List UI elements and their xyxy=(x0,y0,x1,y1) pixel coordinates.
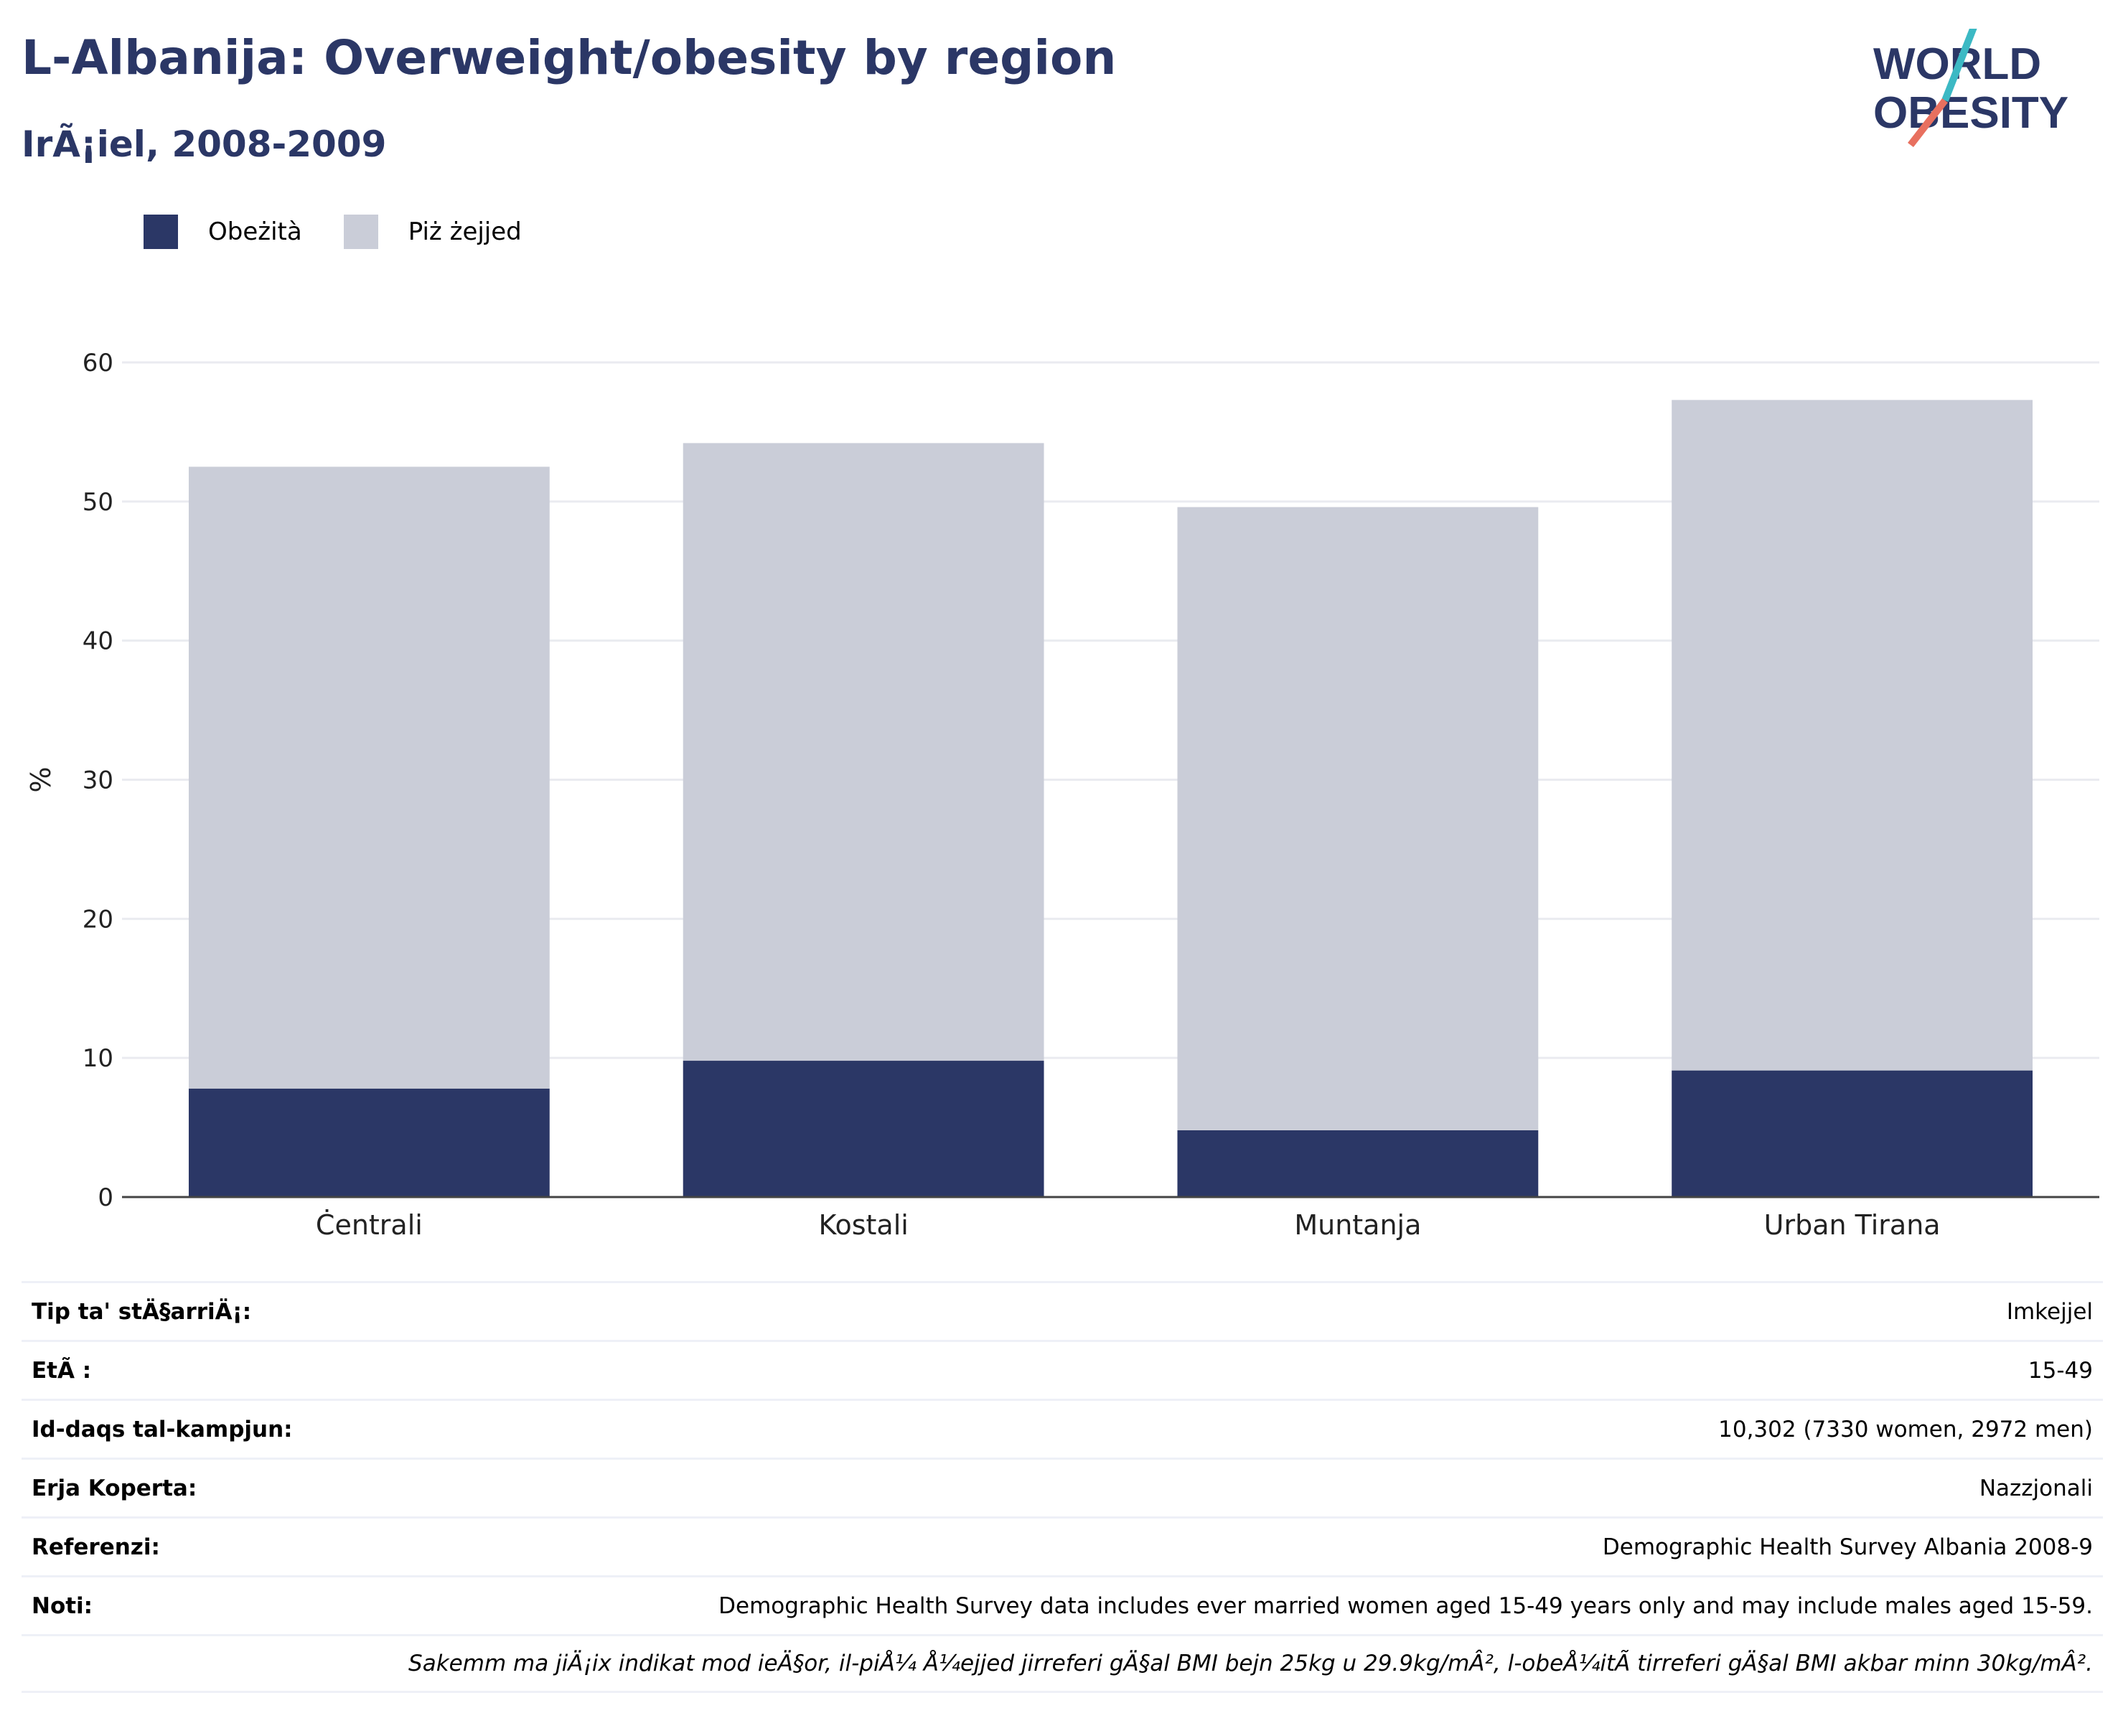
y-tick-label: 10 xyxy=(83,1044,113,1073)
y-tick-label: 30 xyxy=(83,766,113,795)
info-label: Id-daqs tal-kampjun: xyxy=(32,1416,293,1442)
info-table: Tip ta' stÄ§arriÄ¡: Imkejjel EtÃ : 15-49 Id-… xyxy=(22,1281,2103,1693)
chart-title: L-Albanija: Overweight/obesity by region xyxy=(22,30,1117,85)
info-value: 10,302 (7330 women, 2972 men) xyxy=(1718,1416,2093,1442)
info-value: Nazzjonali xyxy=(1979,1475,2093,1501)
chart-subtitle: IrÃ¡iel, 2008-2009 xyxy=(22,123,387,165)
info-label: Erja Koperta: xyxy=(32,1475,197,1501)
bar-overweight xyxy=(683,443,1044,1061)
legend-label-obesity: Obeżità xyxy=(208,217,302,246)
info-value: Demographic Health Survey Albania 2008-9 xyxy=(1602,1534,2093,1560)
y-tick-label: 50 xyxy=(83,488,113,517)
legend-swatch-obesity xyxy=(144,215,178,249)
world-obesity-logo: WORLD OBESITY xyxy=(1873,29,2068,148)
info-row: Tip ta' stÄ§arriÄ¡: Imkejjel xyxy=(22,1281,2103,1340)
bar-overweight xyxy=(188,466,550,1089)
bar-obesity xyxy=(683,1061,1044,1197)
info-row: Erja Koperta: Nazzjonali xyxy=(22,1458,2103,1516)
x-tick-label: Urban Tirana xyxy=(1764,1209,1941,1241)
y-axis-label: % xyxy=(25,766,57,792)
y-tick-label: 20 xyxy=(83,905,113,934)
legend-item-obesity[interactable]: Obeżità xyxy=(144,215,302,249)
bar-obesity xyxy=(1177,1130,1539,1197)
bar-chart: 0 10 20 30 40 50 60% Ċentrali Kostali Muntanja Urb… xyxy=(25,349,2099,1241)
x-tick-label: Ċentrali xyxy=(316,1209,423,1241)
logo-text-obesity: OBESITY xyxy=(1873,88,2068,138)
info-row: Id-daqs tal-kampjun: 10,302 (7330 women, … xyxy=(22,1399,2103,1458)
info-row: EtÃ : 15-49 xyxy=(22,1340,2103,1399)
x-tick-label: Muntanja xyxy=(1294,1209,1421,1241)
info-value: Imkejjel xyxy=(2006,1298,2093,1325)
legend-swatch-overweight xyxy=(343,215,378,249)
x-tick-label: Kostali xyxy=(818,1209,908,1241)
info-label: Tip ta' stÄ§arriÄ¡: xyxy=(32,1298,252,1325)
bar-obesity xyxy=(188,1088,550,1197)
info-row-footnote: Sakemm ma jiÄ¡ix indikat mod ieÄ§or, il-… xyxy=(22,1634,2103,1693)
info-label: Noti: xyxy=(32,1592,93,1619)
info-row: Noti: Demographic Health Survey data incl… xyxy=(22,1575,2103,1634)
legend-item-overweight[interactable]: Piż żejjed xyxy=(343,215,522,249)
info-label: EtÃ : xyxy=(32,1357,92,1384)
logo-slash-bottom xyxy=(1908,98,1948,148)
logo-slash-top xyxy=(1941,29,1977,102)
info-row: Referenzi: Demographic Health Survey Alba… xyxy=(22,1516,2103,1575)
footnote: Sakemm ma jiÄ¡ix indikat mod ieÄ§or, il-… xyxy=(408,1651,2093,1676)
bar-overweight xyxy=(1672,400,2033,1071)
legend: Obeżità Piż żejjed xyxy=(144,214,563,250)
y-tick-label: 0 xyxy=(98,1183,113,1212)
y-tick-label: 40 xyxy=(83,627,113,656)
info-label: Referenzi: xyxy=(32,1534,160,1560)
bar-overweight xyxy=(1177,507,1539,1130)
bar-obesity xyxy=(1672,1070,2033,1197)
info-value: 15-49 xyxy=(2028,1357,2093,1384)
y-tick-label: 60 xyxy=(83,349,113,377)
legend-label-overweight: Piż żejjed xyxy=(408,217,522,246)
info-value: Demographic Health Survey data includes … xyxy=(718,1592,2093,1619)
